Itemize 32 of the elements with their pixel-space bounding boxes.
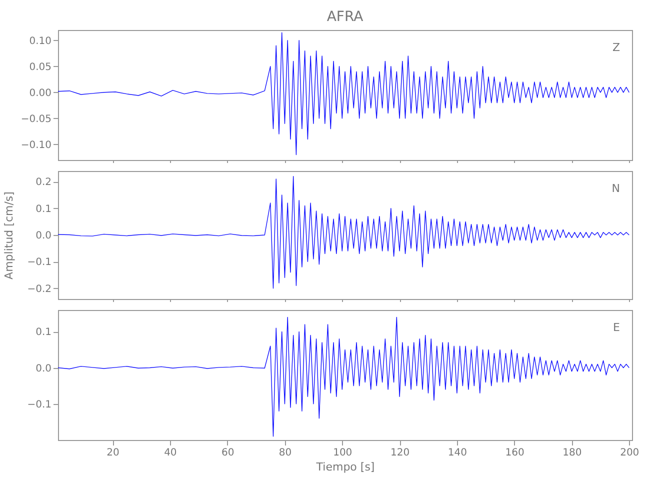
line-series <box>58 176 630 289</box>
y-tick-label: −0.10 <box>20 140 52 151</box>
x-tick-label: 20 <box>106 448 120 458</box>
chart-title: AFRA <box>326 9 364 25</box>
x-tick-label: 100 <box>333 448 352 458</box>
x-tick-label: 200 <box>620 448 640 458</box>
y-tick-label: 0.0 <box>36 363 52 374</box>
y-tick-label: 0.1 <box>36 327 52 338</box>
line-series <box>58 316 630 437</box>
y-tick-label: 0.10 <box>29 36 52 47</box>
y-tick-label: −0.1 <box>27 399 52 410</box>
annotation: E <box>613 321 620 334</box>
x-tick-label: 180 <box>562 448 582 458</box>
x-axis-title: Tiempo [s] <box>315 460 375 474</box>
line-series <box>58 32 630 156</box>
y-axis-title: Amplitud [cm/s] <box>2 192 16 280</box>
x-tick-label: 140 <box>448 448 467 458</box>
y-tick-label: 0.2 <box>36 177 52 188</box>
annotation: Z <box>612 41 620 54</box>
y-tick-label: −0.1 <box>27 257 52 268</box>
x-tick-label: 60 <box>221 448 234 458</box>
y-tick-label: 0.1 <box>36 204 52 215</box>
y-tick-label: 0.0 <box>36 230 52 242</box>
x-tick-label: 160 <box>505 448 524 458</box>
y-tick-label: 0.05 <box>29 62 52 73</box>
x-tick-label: 40 <box>164 448 177 458</box>
x-tick-label: 120 <box>390 448 410 458</box>
y-tick-label: −0.05 <box>20 114 52 125</box>
x-tick-label: 80 <box>278 448 292 458</box>
y-tick-label: −0.2 <box>27 284 52 295</box>
annotation: N <box>612 182 620 195</box>
y-tick-label: 0.00 <box>29 88 52 99</box>
